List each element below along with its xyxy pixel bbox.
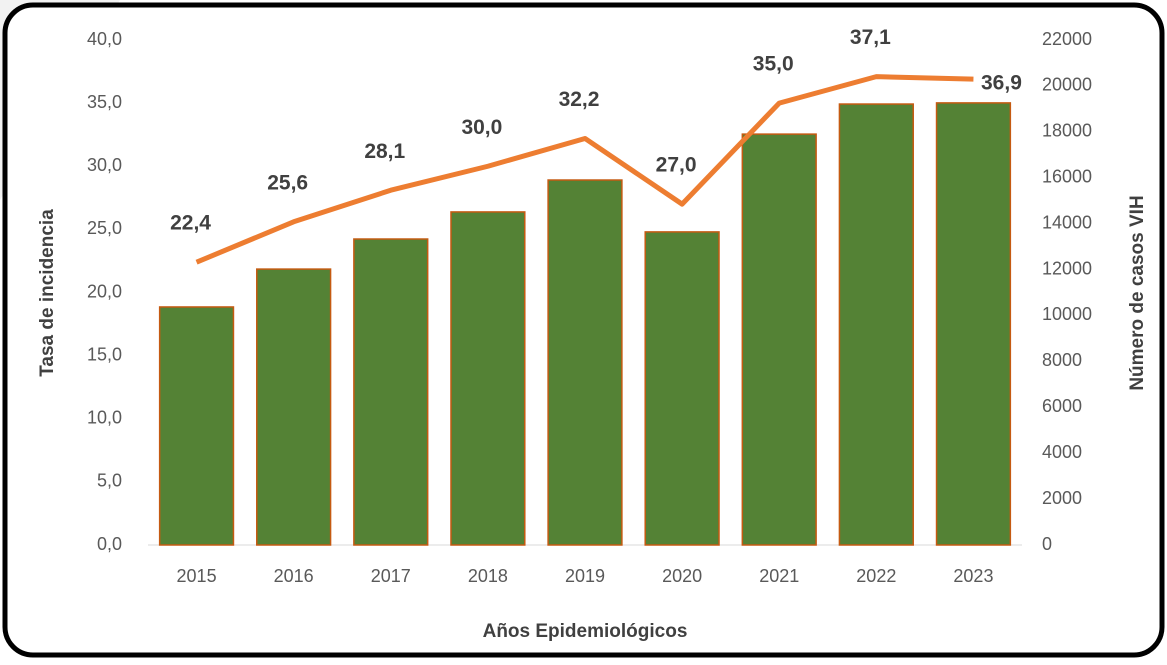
y2-tick-label: 20000	[1042, 75, 1092, 95]
data-label: 30,0	[461, 116, 502, 139]
y2-tick-label: 0	[1042, 534, 1052, 554]
x-tick-label: 2021	[759, 566, 799, 586]
y2-tick-label: 10000	[1042, 304, 1092, 324]
y2-tick-label: 22000	[1042, 29, 1092, 49]
bar	[256, 268, 332, 546]
bar	[158, 306, 235, 546]
y2-tick-label: 16000	[1042, 166, 1092, 186]
bar	[644, 231, 720, 546]
x-tick-label: 2019	[565, 566, 605, 586]
data-label: 27,0	[656, 154, 697, 177]
bar	[547, 179, 623, 546]
y2-tick-label: 8000	[1042, 350, 1082, 370]
data-label: 28,1	[364, 140, 405, 163]
x-tick-label: 2015	[177, 566, 217, 586]
y-tick-label: 25,0	[87, 218, 122, 238]
data-label: 25,6	[267, 171, 308, 194]
y2-tick-label: 4000	[1042, 442, 1082, 462]
y2-tick-label: 18000	[1042, 121, 1092, 141]
data-label: 36,9	[981, 72, 1022, 95]
y2-axis-title: Número de casos VIH	[1127, 195, 1148, 390]
x-tick-label: 2022	[856, 566, 896, 586]
y2-tick-label: 6000	[1042, 396, 1082, 416]
y-tick-label: 15,0	[87, 344, 122, 364]
y2-tick-label: 14000	[1042, 212, 1092, 232]
y2-tick-label: 2000	[1042, 488, 1082, 508]
y-tick-label: 35,0	[87, 92, 122, 112]
y-tick-label: 5,0	[97, 471, 122, 491]
y-tick-label: 40,0	[87, 29, 122, 49]
data-label: 35,0	[753, 53, 794, 76]
x-tick-label: 2020	[662, 566, 702, 586]
y-axis-title: Tasa de incidencia	[37, 209, 58, 377]
y-tick-label: 10,0	[87, 408, 122, 428]
y-tick-label: 20,0	[87, 281, 122, 301]
bar	[450, 211, 526, 546]
line	[195, 74, 974, 265]
bar	[353, 238, 429, 546]
y-tick-label: 0,0	[97, 534, 122, 554]
bar	[935, 102, 1012, 546]
x-tick-label: 2023	[953, 566, 993, 586]
data-label: 32,2	[559, 88, 600, 111]
data-label: 22,4	[170, 212, 211, 235]
bar	[838, 103, 914, 546]
x-axis-title: Años Epidemiológicos	[483, 621, 688, 642]
y2-tick-label: 12000	[1042, 258, 1092, 278]
bar	[741, 133, 817, 546]
x-tick-label: 2018	[468, 566, 508, 586]
x-tick-label: 2017	[371, 566, 411, 586]
data-label: 37,1	[850, 26, 891, 49]
x-tick-label: 2016	[274, 566, 314, 586]
y-tick-label: 30,0	[87, 155, 122, 175]
